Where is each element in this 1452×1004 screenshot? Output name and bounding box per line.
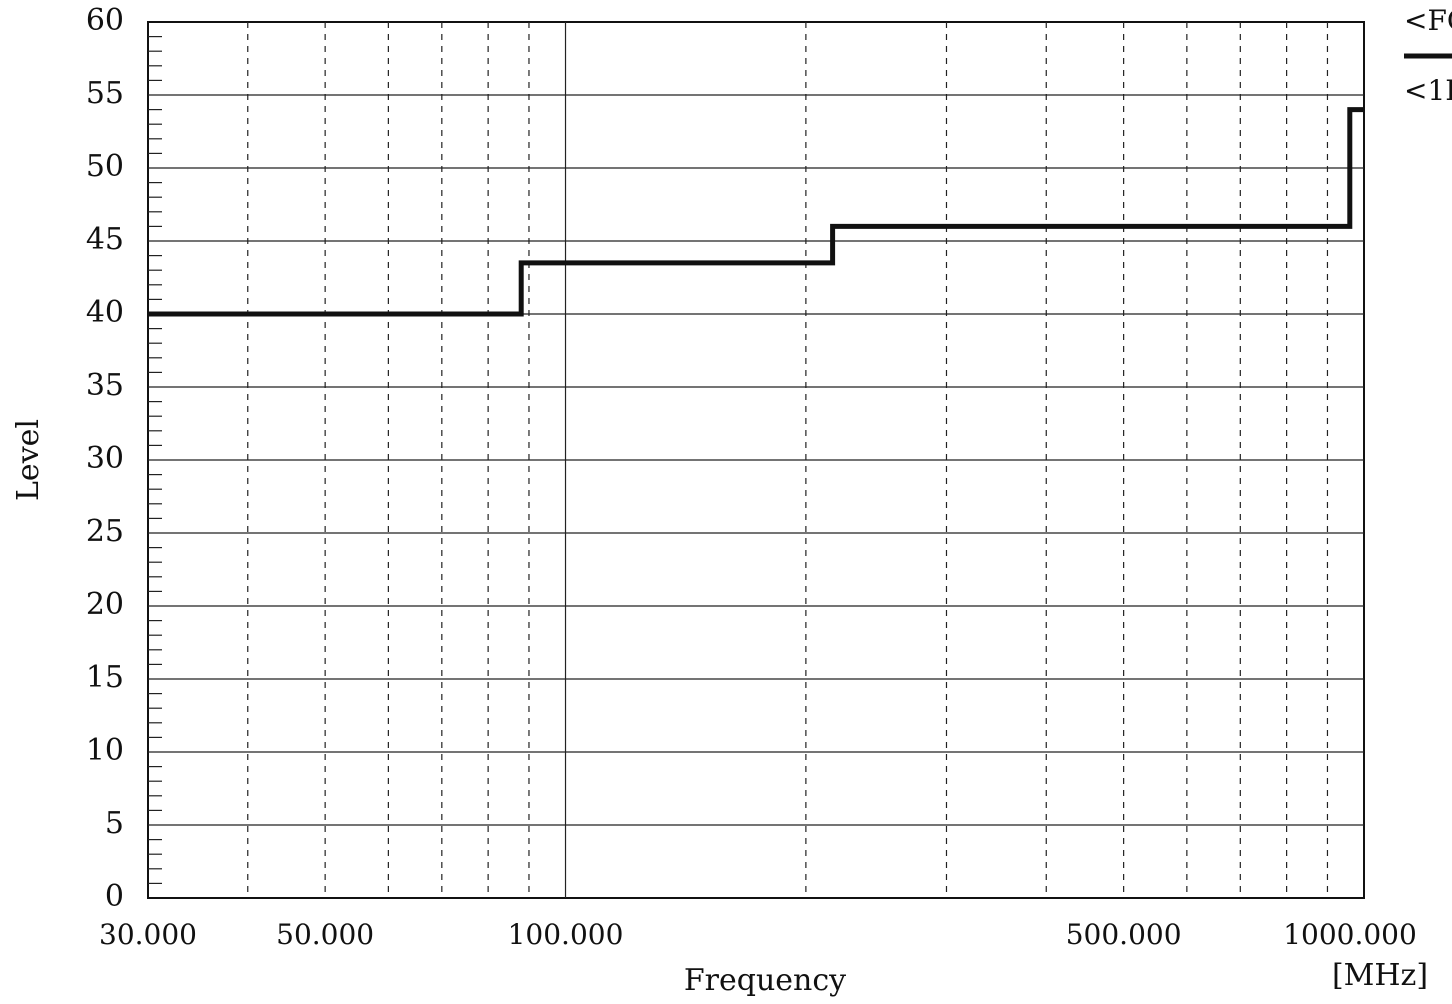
x-tick-label: 100.000 xyxy=(508,918,624,951)
y-tick-label: 60 xyxy=(86,3,124,38)
y-tick-label: 45 xyxy=(86,222,124,257)
y-tick-label: 5 xyxy=(105,806,124,841)
grid-layer xyxy=(148,22,1364,898)
series-layer xyxy=(148,107,1364,317)
y-tick-label: 40 xyxy=(86,295,124,330)
legend: <FC <1E xyxy=(1404,4,1452,107)
x-tick-label: 500.000 xyxy=(1066,918,1182,951)
x-tick-label: 50.000 xyxy=(276,918,374,951)
y-axis-label: Level xyxy=(11,419,46,501)
legend-entry-2: <1E xyxy=(1404,74,1452,107)
legend-entry-1: <FC xyxy=(1404,4,1452,37)
y-tick-label: 0 xyxy=(105,879,124,914)
y-tick-label: 55 xyxy=(86,76,124,111)
x-tick-label: 1000.000 xyxy=(1283,918,1417,951)
y-tick-label: 20 xyxy=(86,587,124,622)
x-axis-label: Frequency xyxy=(684,963,846,998)
series-line-1 xyxy=(148,107,1364,317)
y-tick-label: 15 xyxy=(86,660,124,695)
y-tick-label: 10 xyxy=(86,733,124,768)
y-tick-label: 25 xyxy=(86,514,124,549)
x-tick-label: 30.000 xyxy=(99,918,197,951)
y-tick-label: 35 xyxy=(86,368,124,403)
x-tick-labels: 30.000 50.000 100.000 500.000 1000.000 xyxy=(99,918,1417,951)
x-axis-unit: [MHz] xyxy=(1332,958,1428,993)
y-tick-labels: 0 5 10 15 20 25 30 35 40 45 50 55 60 xyxy=(86,3,124,914)
y-tick-label: 30 xyxy=(86,441,124,476)
y-tick-label: 50 xyxy=(86,149,124,184)
